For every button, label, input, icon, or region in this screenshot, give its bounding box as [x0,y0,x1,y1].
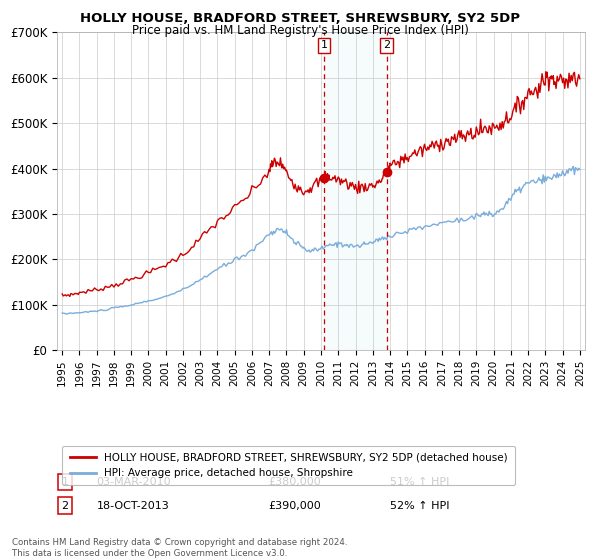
Text: 1: 1 [61,477,68,487]
Text: 2: 2 [383,40,390,50]
Text: HOLLY HOUSE, BRADFORD STREET, SHREWSBURY, SY2 5DP: HOLLY HOUSE, BRADFORD STREET, SHREWSBURY… [80,12,520,25]
Text: 03-MAR-2010: 03-MAR-2010 [97,477,171,487]
Legend: HOLLY HOUSE, BRADFORD STREET, SHREWSBURY, SY2 5DP (detached house), HPI: Average: HOLLY HOUSE, BRADFORD STREET, SHREWSBURY… [62,446,515,486]
Text: 52% ↑ HPI: 52% ↑ HPI [389,501,449,511]
Text: 51% ↑ HPI: 51% ↑ HPI [389,477,449,487]
Text: Price paid vs. HM Land Registry's House Price Index (HPI): Price paid vs. HM Land Registry's House … [131,24,469,37]
Text: £390,000: £390,000 [268,501,321,511]
Text: 2: 2 [61,501,68,511]
Text: 1: 1 [320,40,328,50]
Text: 18-OCT-2013: 18-OCT-2013 [97,501,169,511]
Bar [324,32,386,350]
Text: £380,000: £380,000 [268,477,321,487]
Text: Contains HM Land Registry data © Crown copyright and database right 2024.
This d: Contains HM Land Registry data © Crown c… [12,538,347,558]
